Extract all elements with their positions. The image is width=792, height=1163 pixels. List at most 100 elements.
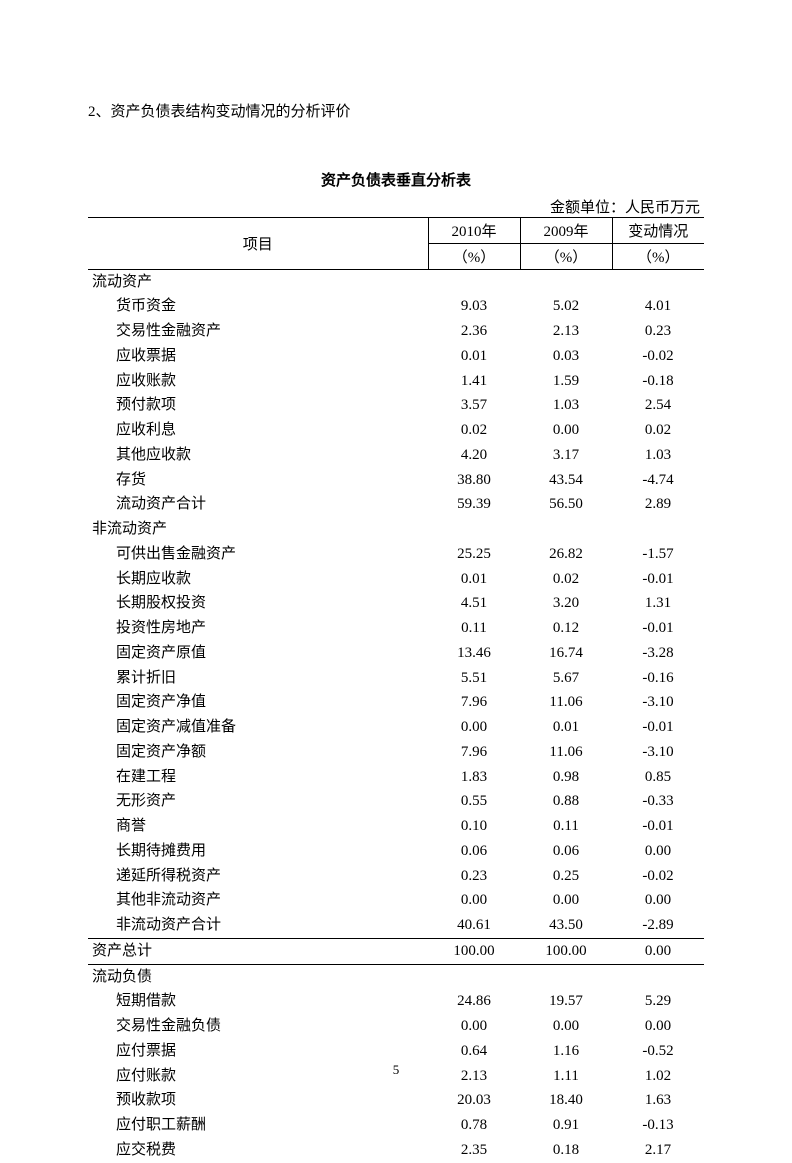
row-value <box>428 965 520 990</box>
table-row: 商誉0.100.11-0.01 <box>88 815 704 840</box>
row-label: 非流动资产合计 <box>88 914 428 939</box>
row-value: 0.00 <box>520 889 612 914</box>
row-label: 流动负债 <box>88 965 428 990</box>
row-value: 20.03 <box>428 1089 520 1114</box>
row-label: 应收票据 <box>88 344 428 369</box>
table-body: 流动资产货币资金9.035.024.01交易性金融资产2.362.130.23应… <box>88 270 704 1163</box>
table-row: 应付职工薪酬0.780.91-0.13 <box>88 1114 704 1139</box>
row-value: 0.55 <box>428 790 520 815</box>
row-label: 无形资产 <box>88 790 428 815</box>
row-value: 7.96 <box>428 691 520 716</box>
balance-sheet-table: 项目 2010年 2009年 变动情况 （%） （%） （%） 流动资产货币资金… <box>88 217 704 1163</box>
table-row: 固定资产原值13.4616.74-3.28 <box>88 641 704 666</box>
row-value: 0.02 <box>520 567 612 592</box>
row-value: 1.41 <box>428 369 520 394</box>
col-header-item: 项目 <box>88 218 428 270</box>
table-row: 应收账款1.411.59-0.18 <box>88 369 704 394</box>
row-label: 累计折旧 <box>88 666 428 691</box>
row-value: 0.98 <box>520 765 612 790</box>
row-value: 9.03 <box>428 295 520 320</box>
row-label: 应付职工薪酬 <box>88 1114 428 1139</box>
row-value: -3.28 <box>612 641 704 666</box>
row-value: -3.10 <box>612 691 704 716</box>
row-label: 可供出售金融资产 <box>88 542 428 567</box>
table-row: 累计折旧5.515.67-0.16 <box>88 666 704 691</box>
row-value: 4.01 <box>612 295 704 320</box>
table-row: 流动资产 <box>88 270 704 295</box>
row-value: 5.02 <box>520 295 612 320</box>
col-header-2010-pct: （%） <box>428 244 520 270</box>
row-value: -0.02 <box>612 344 704 369</box>
row-value: 11.06 <box>520 691 612 716</box>
row-label: 其他非流动资产 <box>88 889 428 914</box>
table-row: 长期应收款0.010.02-0.01 <box>88 567 704 592</box>
row-value: 0.00 <box>612 889 704 914</box>
row-value: 0.85 <box>612 765 704 790</box>
row-label: 货币资金 <box>88 295 428 320</box>
row-value: 2.89 <box>612 493 704 518</box>
row-label: 流动资产合计 <box>88 493 428 518</box>
row-value: -0.01 <box>612 567 704 592</box>
row-value: 2.54 <box>612 394 704 419</box>
row-value: 0.00 <box>612 839 704 864</box>
row-value: 3.20 <box>520 592 612 617</box>
row-value: 7.96 <box>428 740 520 765</box>
row-label: 流动资产 <box>88 270 428 295</box>
row-value: 1.16 <box>520 1039 612 1064</box>
row-value: 0.00 <box>520 1015 612 1040</box>
row-label: 交易性金融资产 <box>88 320 428 345</box>
row-value: 40.61 <box>428 914 520 939</box>
row-label: 在建工程 <box>88 765 428 790</box>
row-value: 0.64 <box>428 1039 520 1064</box>
table-row: 流动负债 <box>88 965 704 990</box>
row-value: 0.02 <box>612 419 704 444</box>
row-label: 应交税费 <box>88 1138 428 1163</box>
row-value: -3.10 <box>612 740 704 765</box>
table-row: 固定资产净额7.9611.06-3.10 <box>88 740 704 765</box>
row-label: 商誉 <box>88 815 428 840</box>
row-value: 0.01 <box>520 716 612 741</box>
row-value: -0.01 <box>612 617 704 642</box>
row-value: 3.17 <box>520 443 612 468</box>
row-label: 应付票据 <box>88 1039 428 1064</box>
row-value: 0.10 <box>428 815 520 840</box>
row-value: 38.80 <box>428 468 520 493</box>
row-label: 其他应收款 <box>88 443 428 468</box>
row-label: 应收账款 <box>88 369 428 394</box>
row-value: 4.51 <box>428 592 520 617</box>
row-value: 1.03 <box>520 394 612 419</box>
col-header-2010: 2010年 <box>428 218 520 244</box>
row-value: 25.25 <box>428 542 520 567</box>
row-value: 0.00 <box>428 889 520 914</box>
row-value: 11.06 <box>520 740 612 765</box>
row-label: 资产总计 <box>88 939 428 965</box>
row-value: 0.23 <box>428 864 520 889</box>
row-value: -0.18 <box>612 369 704 394</box>
row-value: 13.46 <box>428 641 520 666</box>
row-value: 1.63 <box>612 1089 704 1114</box>
row-value: 0.00 <box>520 419 612 444</box>
table-row: 预付款项3.571.032.54 <box>88 394 704 419</box>
row-value: 0.06 <box>520 839 612 864</box>
table-row: 其他应收款4.203.171.03 <box>88 443 704 468</box>
table-row: 交易性金融负债0.000.000.00 <box>88 1015 704 1040</box>
row-value <box>612 518 704 543</box>
row-value: -0.01 <box>612 815 704 840</box>
row-value: 5.51 <box>428 666 520 691</box>
row-value: 0.00 <box>428 716 520 741</box>
row-value: 2.36 <box>428 320 520 345</box>
row-label: 固定资产原值 <box>88 641 428 666</box>
section-heading: 2、资产负债表结构变动情况的分析评价 <box>88 100 704 121</box>
row-value: 0.11 <box>428 617 520 642</box>
row-value: 4.20 <box>428 443 520 468</box>
row-value: 1.59 <box>520 369 612 394</box>
row-label: 固定资产净值 <box>88 691 428 716</box>
row-label: 短期借款 <box>88 990 428 1015</box>
row-value: 0.18 <box>520 1138 612 1163</box>
row-value: 0.01 <box>428 567 520 592</box>
table-row: 非流动资产合计40.6143.50-2.89 <box>88 914 704 939</box>
table-row: 递延所得税资产0.230.25-0.02 <box>88 864 704 889</box>
row-value: 0.02 <box>428 419 520 444</box>
row-value: 0.88 <box>520 790 612 815</box>
row-label: 预收款项 <box>88 1089 428 1114</box>
